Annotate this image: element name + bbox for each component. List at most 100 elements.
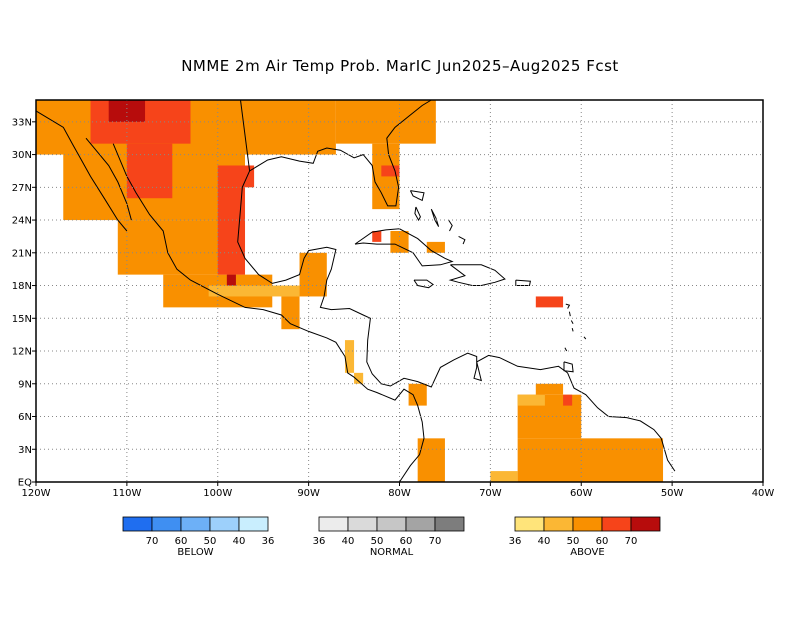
- coastline-9: [563, 361, 574, 373]
- probability-cells: [36, 100, 664, 482]
- legend-value: 40: [342, 536, 355, 547]
- prob-cell-9: [344, 340, 355, 373]
- legend-swatch: [318, 516, 349, 532]
- x-tick-label: 110W: [112, 488, 141, 499]
- coastline-3: [237, 99, 676, 472]
- prob-cell-10: [354, 372, 364, 384]
- y-tick-label: 24N: [12, 216, 32, 227]
- coastline-0: [35, 110, 128, 232]
- legend-name: BELOW: [177, 547, 213, 558]
- legend-value: 40: [233, 536, 246, 547]
- x-tick-label: 60W: [570, 488, 593, 499]
- prob-cell-22: [217, 187, 246, 275]
- coastline-1: [85, 137, 132, 221]
- legend-value: 70: [146, 536, 159, 547]
- legend-value: 50: [567, 536, 580, 547]
- y-tick-label: 18N: [12, 281, 32, 292]
- legend-value: 50: [371, 536, 384, 547]
- x-tick-label: 100W: [203, 488, 232, 499]
- legend-swatch: [630, 516, 661, 532]
- coastline-8: [515, 279, 532, 286]
- y-tick-label: 27N: [12, 183, 32, 194]
- legend-swatch: [209, 516, 240, 532]
- prob-cell-6: [208, 285, 300, 297]
- coastline-12: [430, 208, 440, 227]
- legend-swatch: [572, 516, 603, 532]
- legend-swatch: [405, 516, 436, 532]
- legend-name: NORMAL: [370, 547, 414, 558]
- x-tick-label: 80W: [388, 488, 411, 499]
- legend-swatch: [514, 516, 545, 532]
- x-tick-label: 40W: [752, 488, 775, 499]
- prob-cell-23: [217, 165, 255, 188]
- prob-cell-26: [535, 296, 564, 308]
- legend-value: 60: [175, 536, 188, 547]
- y-tick-label: 30N: [12, 150, 32, 161]
- legend-swatch: [434, 516, 465, 532]
- coastline-10: [409, 190, 425, 202]
- prob-cell-25: [372, 230, 382, 242]
- y-tick-label: 21N: [12, 248, 32, 259]
- legend-below: 70 60 50 40 36 BELOW: [122, 516, 274, 558]
- x-tick-label: 90W: [297, 488, 320, 499]
- legend-value: 50: [204, 536, 217, 547]
- legend-swatch: [543, 516, 574, 532]
- coastline-4: [249, 99, 432, 207]
- x-tick-label: 70W: [479, 488, 502, 499]
- prob-cell-21: [126, 143, 173, 199]
- legend-value: 40: [538, 536, 551, 547]
- prob-cell-19: [390, 230, 409, 253]
- coastlines: [35, 99, 676, 483]
- legend-value: 70: [429, 536, 442, 547]
- legend-value: 70: [625, 536, 638, 547]
- coastline-20: [564, 347, 568, 352]
- coastline-11: [414, 206, 421, 222]
- prob-cell-14: [517, 438, 664, 482]
- legend-value: 36: [313, 536, 326, 547]
- coastline-13: [448, 219, 453, 232]
- y-tick-label: 3N: [18, 445, 32, 456]
- prob-cell-18: [426, 241, 445, 253]
- legend-swatch: [601, 516, 632, 532]
- coastline-14: [458, 235, 466, 245]
- coastline-7: [448, 264, 506, 286]
- prob-cell-27: [563, 394, 573, 406]
- coastline-18: [571, 327, 574, 332]
- map-title: NMME 2m Air Temp Prob. MarIC Jun2025–Aug…: [181, 57, 619, 75]
- x-tick-label: 120W: [22, 488, 51, 499]
- coastline-16: [568, 311, 571, 317]
- y-tick-label: 9N: [18, 379, 32, 390]
- legend-value: 60: [596, 536, 609, 547]
- prob-cell-17: [535, 383, 564, 395]
- coastline-19: [583, 336, 587, 340]
- coastline-5: [354, 228, 454, 267]
- legend-swatch: [180, 516, 211, 532]
- prob-cell-11: [408, 383, 427, 406]
- coastline-15: [565, 303, 571, 309]
- coastline-17: [570, 320, 574, 324]
- legend-swatch: [347, 516, 378, 532]
- y-tick-label: 15N: [12, 314, 32, 325]
- prob-cell-24: [381, 165, 400, 177]
- prob-cell-29: [226, 274, 236, 286]
- x-axis-ticks: 120W 110W 100W 90W 80W 70W 60W 50W 40W: [22, 482, 775, 499]
- legend-normal: 36 40 50 60 70 NORMAL: [313, 516, 465, 558]
- legend-value: 36: [509, 536, 522, 547]
- legend-above: 36 40 50 60 70 ABOVE: [509, 516, 661, 558]
- prob-cell-7: [281, 296, 300, 330]
- prob-cell-16: [517, 394, 545, 406]
- prob-cell-13: [490, 471, 518, 482]
- y-tick-label: 6N: [18, 412, 32, 423]
- y-tick-label: 33N: [12, 117, 32, 128]
- x-tick-label: 50W: [661, 488, 684, 499]
- legend-value: 60: [400, 536, 413, 547]
- legend-swatch: [376, 516, 407, 532]
- legend-swatch: [122, 516, 153, 532]
- prob-cell-28: [108, 100, 146, 122]
- y-tick-label: 12N: [12, 347, 32, 358]
- coastline-2: [112, 143, 425, 483]
- y-tick-label: EQ: [18, 478, 32, 489]
- coastline-6: [413, 279, 434, 289]
